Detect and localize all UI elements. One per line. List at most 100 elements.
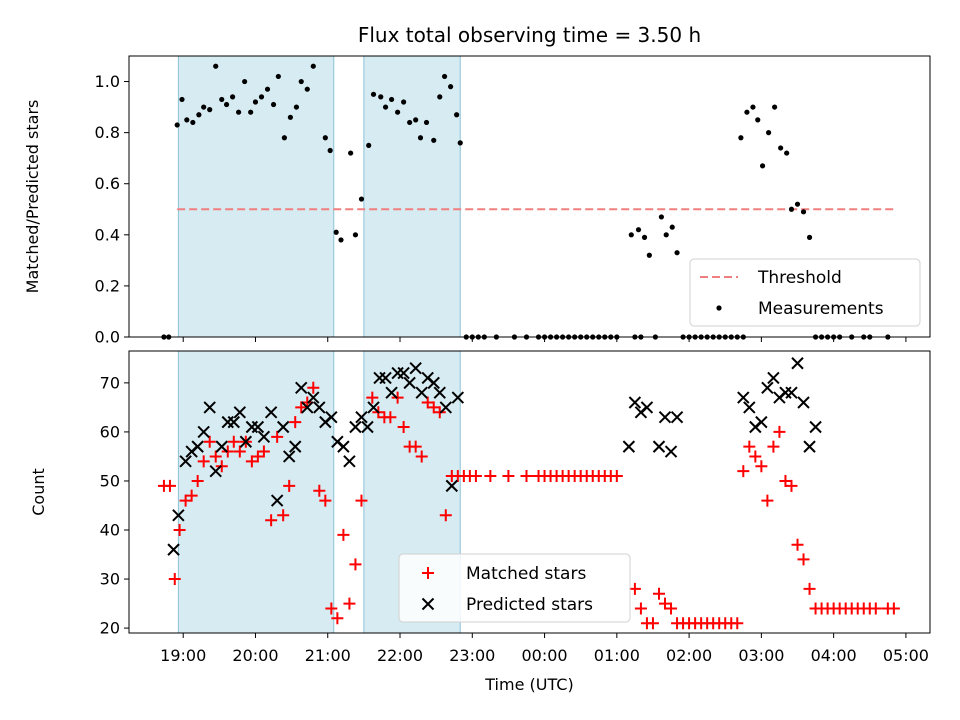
- x-tick-label: 05:00: [883, 646, 929, 665]
- x-tick-label: 04:00: [811, 646, 857, 665]
- matched-stars-point: [173, 524, 186, 537]
- measurement-point: [213, 63, 219, 69]
- matched-stars-point: [185, 489, 198, 502]
- y-tick-label: 50: [100, 471, 120, 490]
- predicted-stars-point: [670, 411, 684, 424]
- matched-stars-point: [520, 470, 533, 483]
- matched-stars-point: [610, 470, 623, 483]
- measurement-point: [755, 117, 761, 123]
- measurement-point: [229, 94, 236, 100]
- measurement-point: [423, 119, 430, 126]
- predicted-stars-point: [403, 376, 416, 390]
- top-y-axis-label: Matched/Predicted stars: [23, 100, 42, 294]
- matched-stars-point: [628, 582, 641, 595]
- predicted-stars-point: [415, 386, 428, 399]
- measurement-point: [800, 209, 807, 215]
- measurement-point: [641, 234, 648, 240]
- predicted-stars-point: [203, 401, 216, 414]
- predicted-stars-point: [652, 440, 666, 453]
- matched-stars-point: [652, 587, 665, 600]
- predicted-stars-point: [797, 396, 810, 409]
- measurement-point: [765, 130, 772, 136]
- predicted-stars-point: [289, 440, 302, 453]
- matched-stars-point: [773, 425, 786, 438]
- predicted-stars-point: [209, 464, 222, 478]
- matched-stars-point: [271, 430, 284, 443]
- measurement-point: [333, 229, 339, 235]
- measurement-point: [658, 214, 664, 220]
- predicted-stars-point: [337, 440, 350, 453]
- predicted-stars-point: [215, 440, 228, 453]
- shaded-interval-2: [363, 55, 461, 338]
- shaded-interval-1: [177, 55, 335, 338]
- y-tick-label: 60: [100, 422, 120, 441]
- y-tick-label: 70: [100, 373, 120, 392]
- measurement-point: [190, 119, 196, 126]
- predicted-stars-point: [433, 386, 446, 399]
- measurement-point: [264, 86, 271, 92]
- matched-stars-point: [469, 470, 482, 483]
- measurement-point: [401, 99, 407, 105]
- matched-stars-point: [289, 416, 302, 429]
- predicted-stars-point: [264, 406, 278, 419]
- measurement-point: [378, 94, 384, 100]
- measurement-point: [382, 104, 389, 110]
- matched-stars-point: [502, 470, 515, 483]
- matched-stars-point: [803, 582, 816, 595]
- matched-stars-point: [355, 494, 368, 507]
- predicted-stars-point: [385, 386, 398, 399]
- predicted-stars-point: [451, 391, 465, 404]
- predicted-stars-point: [282, 450, 296, 463]
- y-tick-label: 0.4: [95, 225, 120, 244]
- legend-box: [689, 258, 921, 327]
- measurement-point: [236, 109, 242, 115]
- predicted-stars-point: [276, 420, 290, 434]
- x-tick-label: 03:00: [738, 646, 784, 665]
- matched-stars-point: [869, 602, 882, 615]
- y-tick-label: 40: [100, 521, 120, 540]
- measurement-point: [628, 232, 634, 238]
- predicted-stars-point: [767, 371, 780, 385]
- matched-stars-point: [384, 411, 397, 424]
- predicted-stars-point: [343, 455, 356, 468]
- predicted-stars-point: [233, 406, 247, 419]
- measurement-point: [184, 117, 190, 123]
- top-x-axis-ticks: [182, 337, 907, 342]
- predicted-stars-point: [628, 396, 642, 409]
- legend-matched-label: Matched stars: [466, 564, 586, 584]
- matched-stars-point: [319, 494, 332, 507]
- predicted-stars-point: [251, 420, 265, 434]
- x-tick-label: 20:00: [232, 646, 278, 665]
- measurement-point: [196, 112, 202, 118]
- predicted-stars-point: [349, 420, 362, 434]
- legend-threshold-label: Threshold: [757, 268, 842, 288]
- matched-stars-point: [755, 460, 768, 473]
- measurement-point: [759, 163, 766, 169]
- matched-stars-point: [797, 553, 810, 566]
- matched-stars-point: [203, 435, 216, 448]
- measurement-point: [413, 117, 419, 123]
- matched-stars-point: [743, 440, 756, 453]
- measurement-point: [784, 150, 790, 156]
- measurement-point: [327, 147, 333, 154]
- measurement-point: [646, 252, 652, 258]
- measurement-point: [287, 114, 294, 120]
- matched-stars-point: [659, 597, 672, 610]
- predicted-stars-point: [355, 411, 368, 424]
- legend-predicted-label: Predicted stars: [466, 595, 593, 615]
- predicted-stars-point: [439, 401, 452, 414]
- matched-stars-point: [731, 617, 744, 630]
- measurement-point: [242, 78, 248, 85]
- matched-stars-point: [233, 445, 246, 458]
- matched-stars-point: [163, 479, 176, 492]
- chart-title: Flux total observing time = 3.50 h: [358, 23, 701, 47]
- matched-stars-point: [366, 391, 379, 404]
- predicted-stars-point: [361, 420, 374, 434]
- bottom-legend: Matched stars Predicted stars: [398, 553, 631, 623]
- top-measurement-points: [161, 63, 891, 340]
- bottom-x-axis: 19:00 20:00 21:00 22:00 23:00 00:00 01:00 02:00…: [160, 633, 929, 665]
- measurement-point: [275, 73, 281, 80]
- predicted-stars-point: [761, 381, 774, 394]
- measurement-point: [794, 201, 801, 207]
